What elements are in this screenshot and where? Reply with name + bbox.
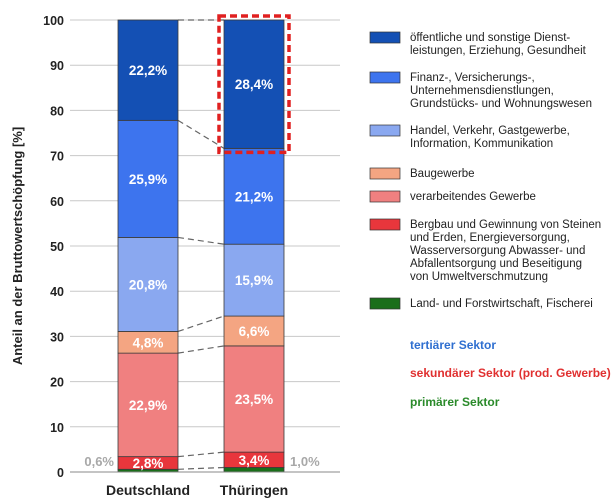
data-label: 2,8% bbox=[133, 456, 164, 471]
sector-label: tertiärer Sektor bbox=[410, 338, 496, 352]
legend-label: und Erden, Energieversorgung, bbox=[410, 232, 570, 244]
connector-line bbox=[177, 119, 225, 149]
legend-label: Abfallentsorgung und Beseitigung bbox=[410, 258, 582, 270]
data-label: 20,8% bbox=[129, 277, 167, 292]
legend-label: öffentliche und sonstige Dienst- bbox=[410, 32, 570, 44]
y-tick-label: 90 bbox=[50, 59, 64, 73]
legend-label: verarbeitendes Gewerbe bbox=[410, 191, 536, 203]
bar-segment bbox=[223, 345, 285, 453]
bar-segment bbox=[223, 147, 285, 245]
legend-label: Unternehmensdienstlungen, bbox=[410, 85, 554, 97]
legend-label: Land- und Forstwirtschaft, Fischerei bbox=[410, 298, 593, 310]
data-label: 15,9% bbox=[235, 273, 273, 288]
data-label: 21,2% bbox=[235, 189, 273, 204]
y-tick-label: 100 bbox=[43, 14, 64, 28]
legend-swatch bbox=[369, 218, 401, 231]
y-tick-label: 10 bbox=[50, 421, 64, 435]
legend-label: Finanz-, Versicherungs-, bbox=[410, 72, 535, 84]
sector-label: sekundärer Sektor (prod. Gewerbe) bbox=[410, 366, 611, 380]
bar-segment bbox=[223, 467, 285, 473]
y-axis-label: Anteil an der Bruttowertschöpfung [%] bbox=[10, 127, 25, 365]
data-label: 22,2% bbox=[129, 63, 167, 78]
connector-line bbox=[177, 236, 225, 245]
y-tick-label: 80 bbox=[50, 104, 64, 118]
legend-label: von Umweltverschmutzung bbox=[410, 271, 548, 283]
bar-segment bbox=[117, 119, 179, 238]
y-tick-label: 40 bbox=[50, 285, 64, 299]
legend-swatch bbox=[369, 297, 401, 310]
data-label: 25,9% bbox=[129, 172, 167, 187]
legend-label: Handel, Verkehr, Gastgewerbe, bbox=[410, 125, 570, 137]
connector-line bbox=[177, 466, 225, 470]
y-tick-label: 20 bbox=[50, 376, 64, 390]
y-tick-label: 60 bbox=[50, 195, 64, 209]
bar-segment bbox=[117, 19, 179, 121]
legend-swatch bbox=[369, 31, 401, 44]
legend-label: leistungen, Erziehung, Gesundheit bbox=[410, 45, 587, 57]
data-label: 22,9% bbox=[129, 398, 167, 413]
data-label: 23,5% bbox=[235, 392, 273, 407]
legend-swatch bbox=[369, 71, 401, 84]
connector-line bbox=[177, 345, 225, 354]
bar-segment bbox=[223, 243, 285, 317]
data-label: 3,4% bbox=[239, 453, 270, 468]
connector-line bbox=[177, 315, 225, 332]
y-tick-label: 30 bbox=[50, 330, 64, 344]
data-label: 6,6% bbox=[239, 324, 270, 339]
x-tick-label: Thüringen bbox=[220, 482, 288, 498]
y-tick-label: 0 bbox=[57, 466, 64, 480]
data-label: 0,6% bbox=[84, 454, 114, 469]
legend-label: Information, Kommunikation bbox=[410, 138, 553, 150]
y-tick-label: 70 bbox=[50, 150, 64, 164]
data-label: 1,0% bbox=[290, 454, 320, 469]
data-label: 4,8% bbox=[133, 335, 164, 350]
y-tick-label: 50 bbox=[50, 240, 64, 254]
legend-label: Wasserversorgung Abwasser- und bbox=[410, 245, 585, 257]
connector-line bbox=[177, 451, 225, 458]
bar-segment bbox=[223, 19, 285, 149]
bar-segment bbox=[223, 315, 285, 347]
legend-label: Baugewerbe bbox=[410, 168, 475, 180]
legend-swatch bbox=[369, 167, 401, 180]
legend-swatch bbox=[369, 124, 401, 137]
data-label: 28,4% bbox=[235, 77, 273, 92]
legend-label: Grundstücks- und Wohnungswesen bbox=[410, 98, 592, 110]
legend-label: Bergbau und Gewinnung von Steinen bbox=[410, 219, 601, 231]
highlight-box bbox=[217, 14, 291, 155]
sector-label: primärer Sektor bbox=[410, 395, 500, 409]
x-tick-label: Deutschland bbox=[106, 482, 190, 498]
legend-swatch bbox=[369, 190, 401, 203]
